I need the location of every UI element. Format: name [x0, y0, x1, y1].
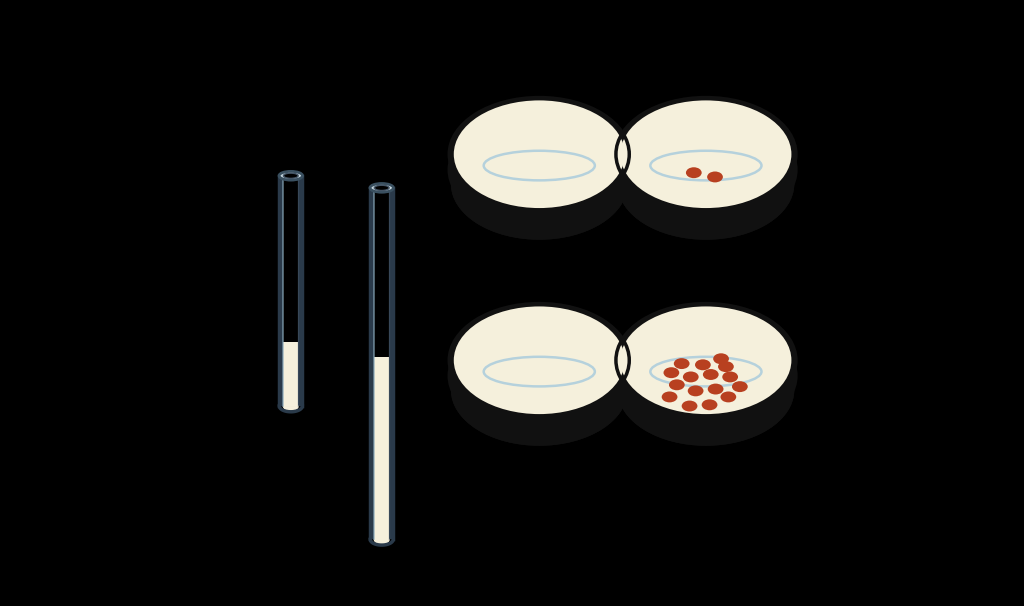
Ellipse shape: [454, 307, 625, 414]
Ellipse shape: [615, 98, 796, 211]
Ellipse shape: [702, 369, 719, 380]
Ellipse shape: [718, 361, 734, 372]
Ellipse shape: [370, 184, 393, 192]
Polygon shape: [371, 188, 393, 539]
Ellipse shape: [451, 335, 628, 446]
Polygon shape: [616, 98, 796, 226]
Polygon shape: [451, 320, 628, 446]
Ellipse shape: [451, 114, 628, 225]
Polygon shape: [280, 176, 302, 406]
Ellipse shape: [454, 101, 625, 208]
Ellipse shape: [460, 120, 618, 219]
Polygon shape: [617, 320, 795, 446]
Ellipse shape: [662, 391, 678, 402]
Ellipse shape: [450, 304, 630, 417]
Ellipse shape: [451, 128, 628, 240]
Ellipse shape: [686, 167, 701, 178]
Ellipse shape: [375, 185, 389, 190]
Ellipse shape: [284, 173, 298, 178]
Ellipse shape: [280, 171, 302, 180]
Ellipse shape: [732, 381, 748, 392]
Ellipse shape: [617, 320, 795, 431]
Ellipse shape: [627, 326, 785, 425]
Polygon shape: [450, 304, 630, 432]
Ellipse shape: [688, 385, 703, 396]
Ellipse shape: [627, 120, 785, 219]
Ellipse shape: [695, 359, 711, 370]
Ellipse shape: [617, 128, 795, 240]
Polygon shape: [450, 98, 630, 226]
Ellipse shape: [722, 371, 738, 382]
Polygon shape: [284, 176, 298, 406]
Polygon shape: [616, 304, 796, 432]
Polygon shape: [617, 114, 795, 240]
Polygon shape: [284, 406, 298, 410]
Ellipse shape: [621, 101, 792, 208]
Ellipse shape: [708, 171, 723, 182]
Ellipse shape: [450, 98, 630, 211]
Ellipse shape: [713, 353, 729, 364]
Ellipse shape: [682, 401, 697, 411]
Ellipse shape: [701, 399, 718, 410]
Ellipse shape: [708, 384, 724, 395]
Ellipse shape: [721, 391, 736, 402]
Polygon shape: [451, 114, 628, 240]
Ellipse shape: [460, 326, 618, 425]
Ellipse shape: [683, 371, 698, 382]
Ellipse shape: [617, 114, 795, 225]
Polygon shape: [375, 356, 389, 539]
Ellipse shape: [451, 320, 628, 431]
Polygon shape: [375, 188, 389, 539]
Ellipse shape: [669, 379, 685, 390]
Ellipse shape: [664, 367, 679, 378]
Ellipse shape: [615, 304, 796, 417]
Polygon shape: [284, 342, 298, 406]
Ellipse shape: [674, 358, 689, 369]
Ellipse shape: [621, 307, 792, 414]
Ellipse shape: [617, 335, 795, 446]
Polygon shape: [375, 539, 389, 544]
